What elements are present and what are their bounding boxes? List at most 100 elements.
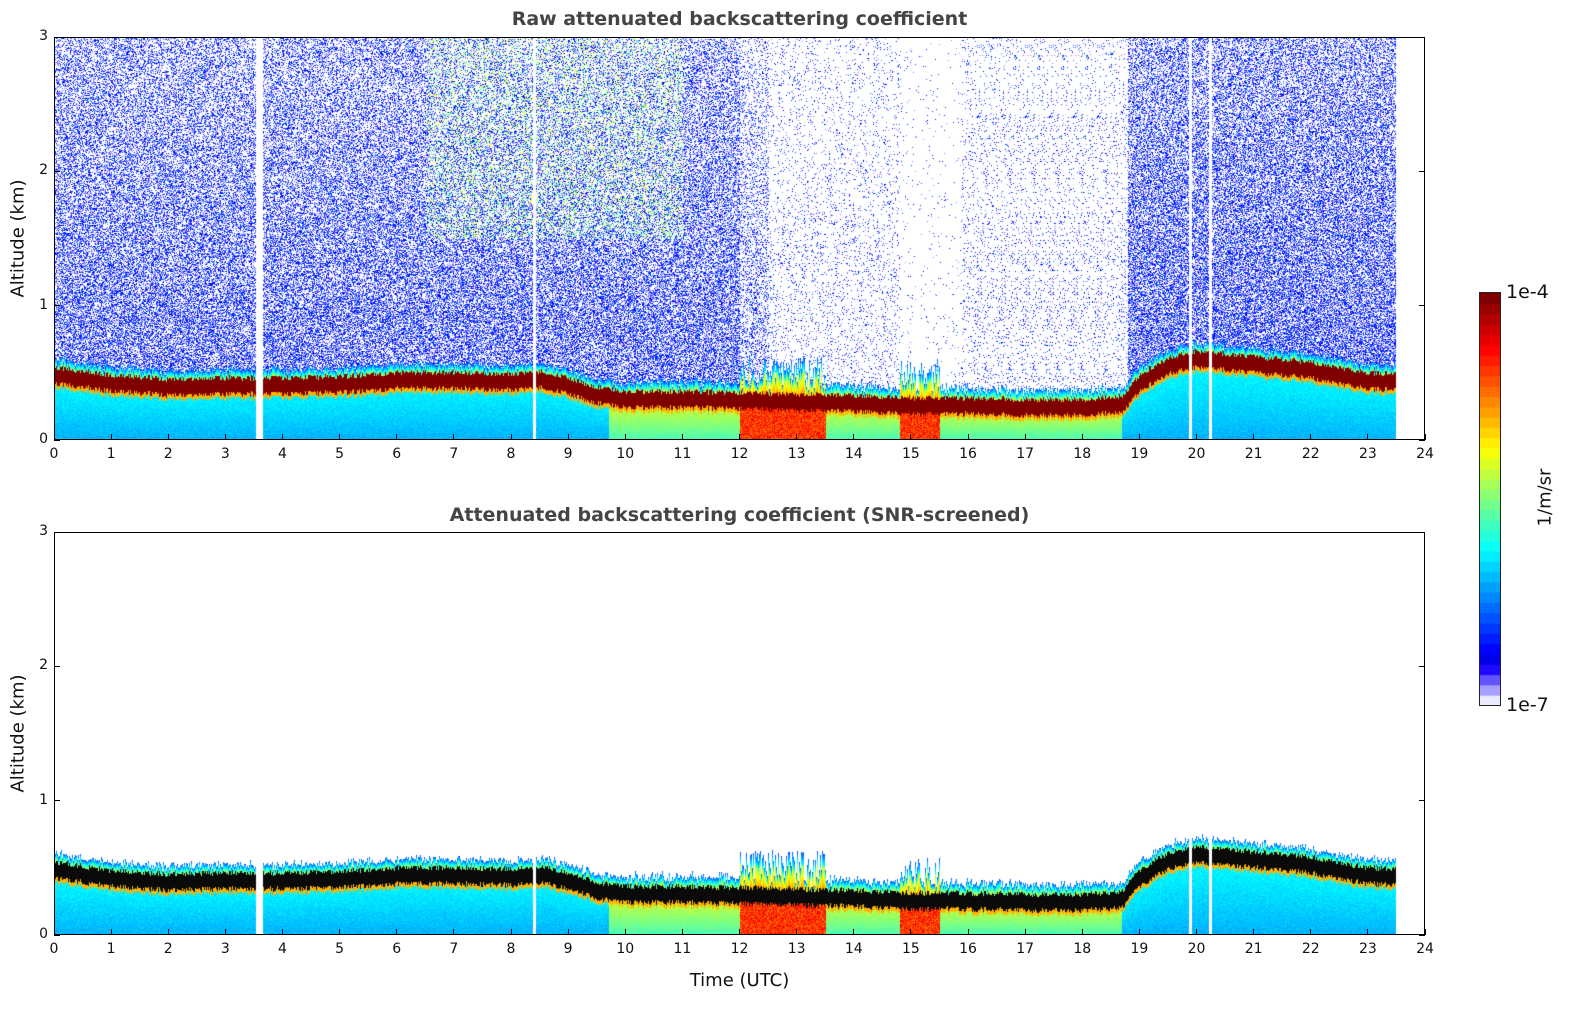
x-tick-label: 8 — [506, 941, 516, 957]
colorbar-min-label: 1e-7 — [1506, 694, 1549, 716]
x-tick-mark — [1424, 434, 1426, 440]
x-tick-mark — [1081, 434, 1083, 440]
x-tick-label: 24 — [1416, 941, 1434, 957]
y-tick-mark — [54, 800, 60, 802]
x-tick-label: 10 — [616, 446, 635, 462]
y-tick-mark — [54, 531, 60, 533]
xlabel: Time (UTC) — [689, 970, 790, 991]
colorbar-max-label: 1e-4 — [1506, 281, 1549, 303]
ylabel-screened: Altitude (km) — [7, 674, 29, 793]
x-tick-mark — [339, 929, 341, 935]
x-tick-mark — [1081, 929, 1083, 935]
y-tick-label: 3 — [39, 28, 48, 44]
x-tick-label: 9 — [563, 941, 573, 957]
x-tick-mark — [967, 434, 969, 440]
x-tick-label: 16 — [959, 941, 977, 957]
y-tick-label: 3 — [39, 523, 48, 539]
x-tick-mark — [1424, 929, 1426, 935]
x-tick-mark — [282, 929, 283, 935]
x-tick-label: 4 — [278, 446, 287, 462]
y-tick-label: 0 — [39, 926, 48, 942]
x-tick-mark — [739, 434, 740, 440]
x-tick-label: 2 — [163, 941, 173, 957]
x-tick-mark — [853, 929, 855, 935]
x-tick-label: 13 — [787, 941, 806, 957]
y-tick-label: 2 — [39, 162, 48, 179]
x-tick-label: 17 — [1016, 446, 1035, 462]
x-tick-mark — [167, 929, 169, 935]
x-tick-label: 18 — [1073, 941, 1092, 957]
x-tick-label: 0 — [49, 446, 59, 462]
x-tick-mark — [1367, 434, 1369, 440]
x-tick-label: 19 — [1130, 446, 1149, 462]
x-tick-mark — [110, 434, 112, 440]
x-tick-label: 11 — [673, 446, 692, 462]
x-tick-label: 3 — [220, 446, 230, 462]
x-tick-label: 23 — [1358, 941, 1377, 957]
x-tick-label: 22 — [1301, 941, 1320, 957]
title-screened: Attenuated backscattering coefficient (S… — [449, 504, 1030, 526]
x-tick-label: 0 — [49, 941, 59, 957]
x-tick-mark — [1196, 434, 1197, 440]
x-tick-mark — [1253, 434, 1255, 440]
y-tick-mark — [1419, 36, 1425, 38]
title-raw: Raw attenuated backscattering coefficien… — [511, 8, 968, 30]
x-tick-mark — [1367, 929, 1369, 935]
y-tick-label: 2 — [39, 657, 48, 674]
x-tick-label: 22 — [1301, 446, 1320, 462]
x-tick-label: 15 — [901, 446, 920, 462]
y-tick-mark — [54, 665, 60, 667]
y-tick-label: 1 — [39, 791, 48, 808]
y-tick-mark — [1419, 305, 1425, 307]
y-tick-mark — [54, 36, 60, 38]
y-tick-mark — [1419, 934, 1425, 936]
x-tick-mark — [967, 929, 969, 935]
y-tick-label: 0 — [39, 431, 48, 447]
x-tick-label: 8 — [506, 446, 516, 462]
x-tick-label: 2 — [163, 446, 173, 462]
x-tick-label: 7 — [449, 941, 459, 957]
x-tick-label: 20 — [1187, 446, 1206, 462]
x-tick-label: 21 — [1244, 941, 1263, 957]
x-tick-label: 23 — [1358, 446, 1377, 462]
x-tick-mark — [567, 929, 569, 935]
x-tick-label: 17 — [1016, 941, 1035, 957]
x-tick-mark — [1310, 929, 1312, 935]
x-tick-label: 14 — [844, 446, 863, 462]
x-tick-label: 20 — [1187, 941, 1206, 957]
y-tick-mark — [54, 305, 60, 307]
x-tick-label: 14 — [844, 941, 863, 957]
y-tick-label: 1 — [39, 296, 48, 313]
x-tick-label: 5 — [335, 941, 345, 957]
y-tick-mark — [1419, 170, 1425, 172]
x-tick-label: 4 — [278, 941, 287, 957]
x-tick-mark — [510, 929, 512, 935]
x-tick-mark — [110, 929, 112, 935]
x-tick-label: 5 — [335, 446, 345, 462]
x-tick-label: 1 — [106, 941, 116, 957]
x-tick-mark — [1310, 434, 1312, 440]
y-tick-mark — [54, 439, 60, 441]
x-tick-mark — [681, 929, 683, 935]
colorbar — [1479, 292, 1501, 706]
x-tick-mark — [53, 929, 55, 935]
x-tick-label: 24 — [1416, 446, 1434, 462]
x-tick-mark — [910, 434, 912, 440]
x-tick-mark — [567, 434, 569, 440]
heatmap-raw — [55, 38, 1424, 439]
x-tick-label: 9 — [563, 446, 573, 462]
x-tick-mark — [396, 929, 398, 935]
x-tick-mark — [339, 434, 341, 440]
x-tick-mark — [624, 434, 626, 440]
y-tick-mark — [54, 170, 60, 172]
x-tick-mark — [1024, 929, 1026, 935]
x-tick-mark — [282, 434, 283, 440]
x-tick-mark — [224, 434, 226, 440]
y-tick-mark — [1419, 800, 1425, 802]
x-tick-mark — [739, 929, 740, 935]
x-tick-label: 18 — [1073, 446, 1092, 462]
x-tick-mark — [453, 929, 455, 935]
x-tick-mark — [796, 929, 798, 935]
x-tick-mark — [453, 434, 455, 440]
x-tick-label: 13 — [787, 446, 806, 462]
